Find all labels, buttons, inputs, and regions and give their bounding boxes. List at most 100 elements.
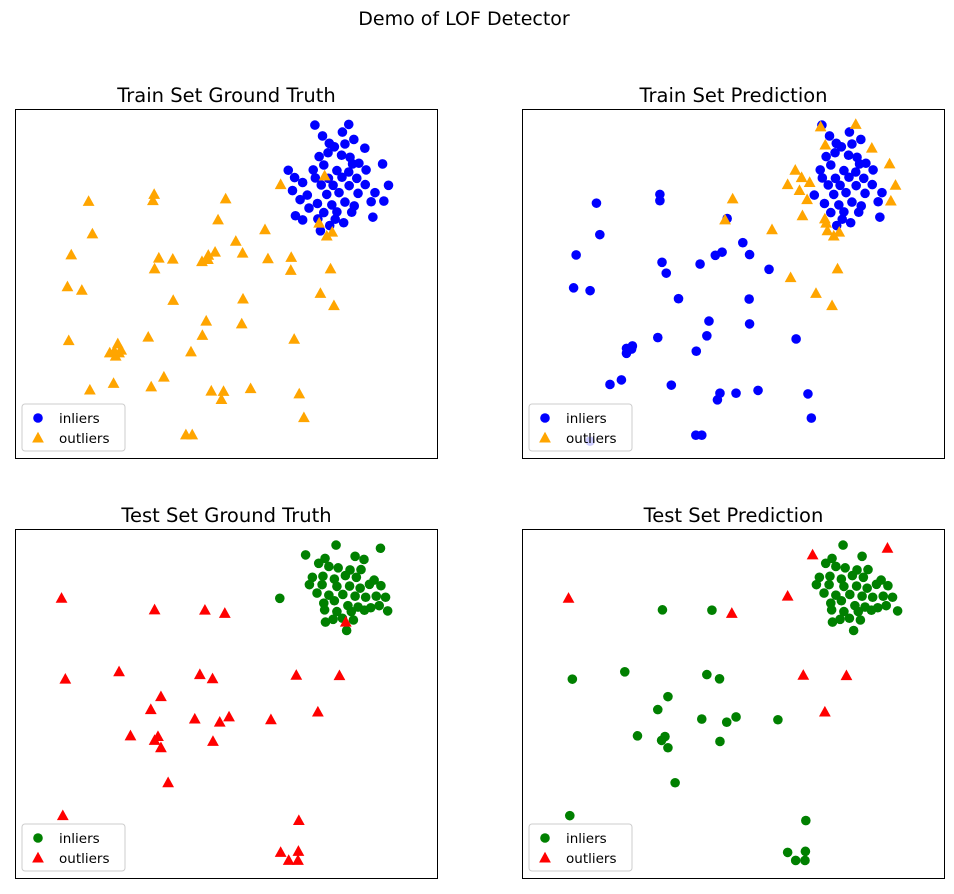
inlier-point — [319, 605, 330, 615]
subplot-train-prediction: Train Set Prediction inliers outliers — [522, 84, 945, 459]
inlier-point — [336, 150, 347, 160]
outlier-point — [726, 192, 739, 204]
inlier-point — [295, 194, 305, 205]
inlier-point — [803, 389, 813, 399]
inlier-point — [318, 207, 329, 218]
inlier-point — [320, 617, 331, 627]
outlier-point — [324, 262, 337, 274]
inlier-point — [318, 571, 328, 582]
inlier-point — [585, 285, 595, 296]
legend-outlier-marker — [539, 431, 551, 443]
outlier-point — [821, 224, 834, 236]
outlier-point — [237, 292, 249, 304]
inlier-point — [627, 341, 638, 351]
outlier-point — [206, 672, 219, 684]
inlier-point — [663, 691, 673, 702]
inlier-point — [866, 605, 877, 615]
inlier-point — [839, 606, 849, 617]
inlier-point — [307, 572, 318, 583]
outlier-point — [167, 294, 180, 305]
outlier-point — [108, 345, 121, 356]
outlier-point — [82, 195, 95, 206]
inlier-point — [831, 561, 841, 572]
legend-inlier-marker — [540, 413, 550, 423]
inlier-point — [329, 142, 340, 152]
outlier-point — [796, 209, 809, 221]
outlier-point — [196, 255, 208, 267]
inlier-point — [845, 589, 855, 600]
inlier-point — [851, 180, 861, 191]
outlier-point — [148, 734, 161, 745]
inlier-point — [368, 212, 378, 222]
inlier-point — [666, 380, 677, 390]
outlier-point — [274, 178, 287, 190]
inlier-point — [867, 179, 878, 190]
inlier-point — [819, 198, 830, 209]
inlier-point — [695, 259, 705, 269]
outlier-point — [288, 333, 301, 344]
inlier-point — [302, 190, 313, 200]
inlier-point — [673, 293, 684, 304]
inlier-point — [343, 167, 354, 177]
inlier-point — [721, 717, 732, 727]
outlier-point — [293, 387, 306, 399]
inlier-point — [283, 165, 294, 176]
inlier-point — [800, 855, 810, 866]
inlier-point — [377, 159, 388, 169]
inlier-point — [837, 214, 848, 225]
legend-outlier-marker — [539, 851, 551, 863]
inlier-point — [821, 151, 831, 162]
inlier-point — [290, 210, 301, 221]
outlier-point — [339, 615, 352, 627]
inlier-point — [764, 264, 774, 275]
inlier-point — [800, 846, 811, 857]
outlier-point — [562, 592, 575, 603]
inlier-point — [656, 735, 667, 746]
inlier-point — [704, 316, 714, 326]
inlier-point — [663, 742, 673, 753]
inlier-point — [839, 165, 849, 176]
inlier-point — [297, 177, 308, 188]
outlier-point — [318, 169, 331, 181]
inlier-point — [344, 581, 355, 591]
inlier-point — [354, 158, 364, 169]
inlier-point — [657, 257, 667, 268]
inlier-point — [310, 120, 320, 130]
inlier-point — [875, 212, 885, 222]
inlier-point — [850, 167, 861, 177]
inlier-point — [717, 247, 727, 257]
inlier-point — [731, 388, 741, 399]
inlier-point — [332, 165, 342, 176]
plot-area — [562, 540, 903, 866]
outlier-point — [155, 741, 167, 753]
inlier-point — [313, 558, 324, 569]
subplot-title: Train Set Ground Truth — [116, 84, 336, 107]
subplot-title: Test Set Prediction — [643, 504, 824, 527]
inlier-point — [310, 173, 321, 183]
inlier-point — [332, 606, 342, 617]
outlier-point — [290, 669, 303, 680]
legend: inliers outliers — [528, 823, 633, 872]
inlier-point — [861, 158, 871, 169]
inlier-point — [356, 564, 366, 575]
outlier-point — [806, 548, 819, 560]
inlier-point — [873, 196, 883, 207]
outlier-point — [215, 393, 228, 404]
inlier-point — [349, 134, 359, 145]
inlier-point — [892, 606, 903, 616]
inlier-point — [782, 847, 793, 858]
outlier-point — [313, 216, 326, 228]
outlier-point — [311, 705, 324, 717]
inlier-point — [571, 250, 581, 260]
outlier-point — [56, 809, 69, 821]
inlier-point — [331, 540, 341, 550]
plot-area — [568, 118, 902, 446]
outlier-point — [185, 345, 197, 357]
inlier-point — [836, 574, 847, 584]
outlier-point — [803, 176, 816, 187]
inlier-point — [312, 198, 323, 209]
inlier-point — [332, 207, 342, 217]
inlier-point — [308, 165, 319, 175]
inlier-point — [806, 413, 817, 423]
inlier-point — [297, 215, 308, 225]
